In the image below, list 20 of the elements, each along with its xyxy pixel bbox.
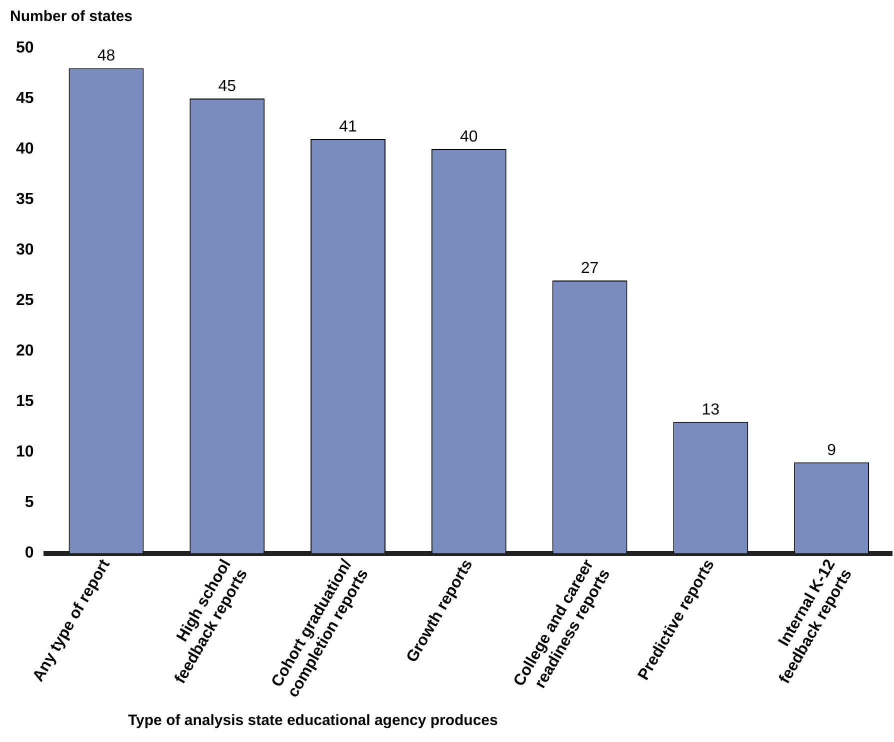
y-tick-label: 0 xyxy=(24,544,34,562)
y-tick-label: 30 xyxy=(16,242,34,259)
y-tick-label: 50 xyxy=(16,39,34,56)
y-tick-label: 45 xyxy=(16,90,34,107)
y-tick-label: 40 xyxy=(16,140,34,158)
data-label: 40 xyxy=(460,128,478,146)
data-label: 9 xyxy=(827,442,836,459)
data-label: 48 xyxy=(97,48,116,65)
data-label: 27 xyxy=(580,260,599,277)
y-tick-label: 20 xyxy=(16,342,34,360)
data-label: 13 xyxy=(702,401,720,418)
data-label: 45 xyxy=(218,78,236,95)
x-axis-title: Type of analysis state educational agency produces xyxy=(128,712,498,729)
y-tick-label: 15 xyxy=(16,393,34,410)
y-tick-label: 10 xyxy=(16,444,34,461)
y-tick-label: 5 xyxy=(24,494,34,512)
data-label: 41 xyxy=(339,118,358,136)
y-axis-title: Number of states xyxy=(10,8,133,25)
y-tick-label: 25 xyxy=(16,292,34,310)
y-tick-label: 35 xyxy=(16,191,34,208)
